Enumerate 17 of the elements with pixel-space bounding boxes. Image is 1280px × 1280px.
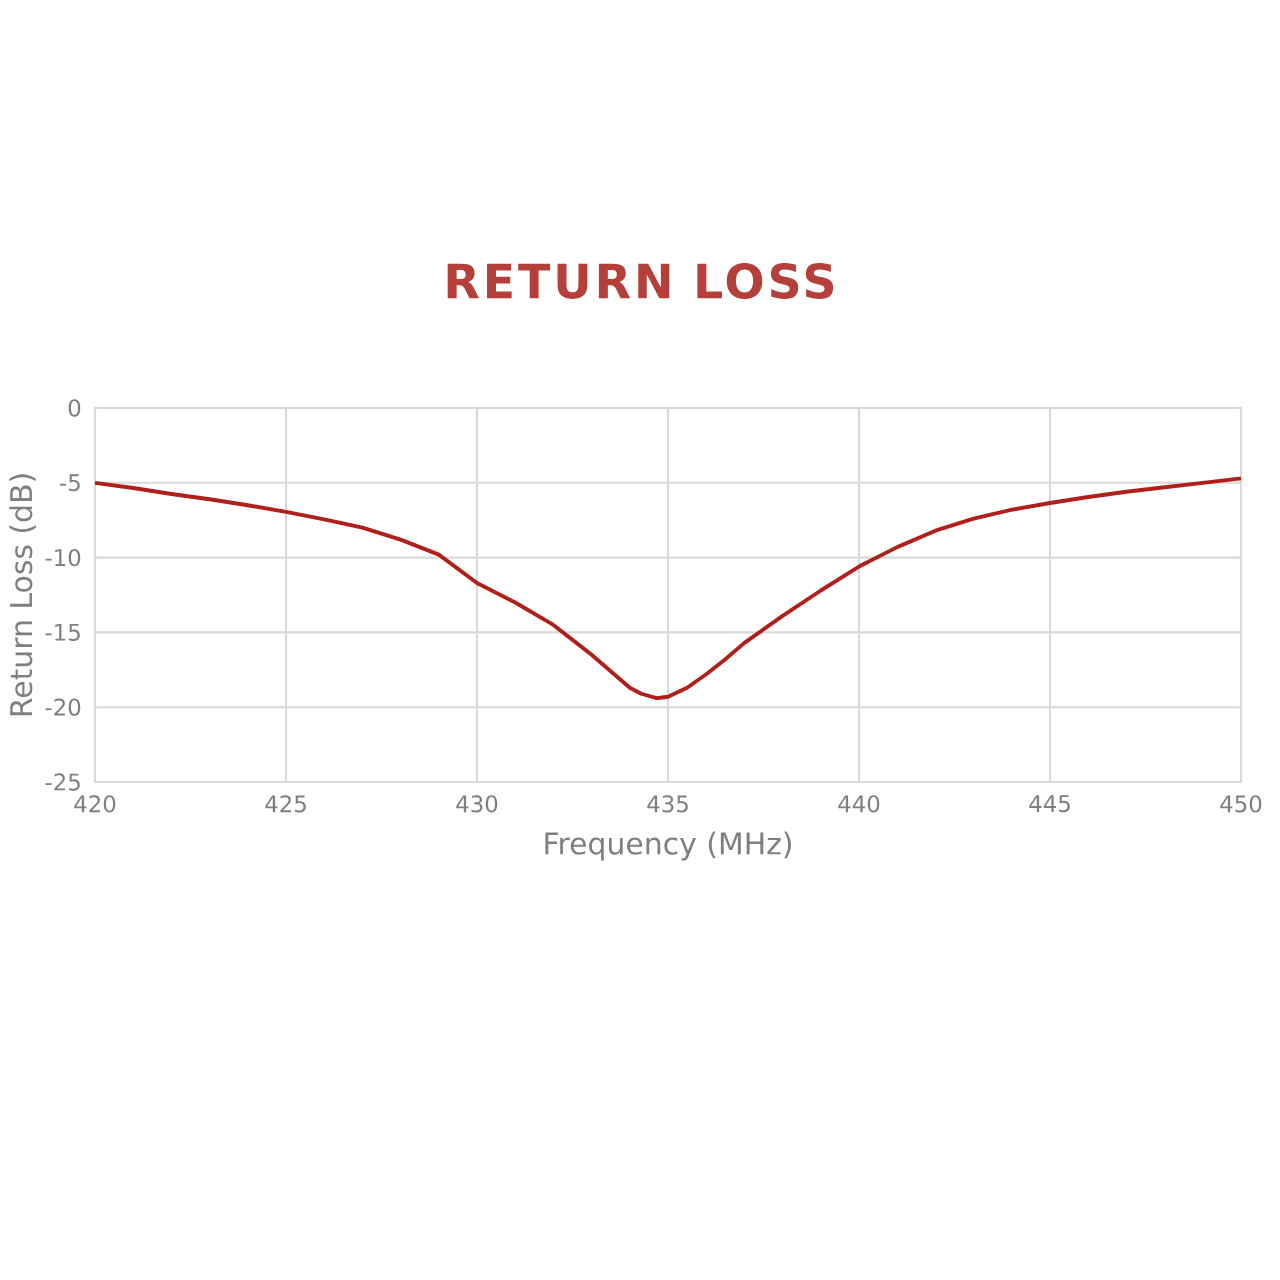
chart-title: RETURN LOSS	[447, 263, 834, 299]
x-tick-label: 445	[1029, 795, 1070, 813]
y-tick-label: -5	[60, 474, 80, 492]
x-tick-label: 430	[456, 795, 498, 813]
y-tick-label: -20	[45, 698, 81, 716]
x-axis-title: Frequency (MHz)	[545, 831, 791, 861]
x-tick-label: 450	[1220, 795, 1262, 813]
x-tick-label: 440	[838, 795, 880, 813]
y-axis-title: Return Loss (dB)	[9, 474, 36, 716]
y-tick-label: -15	[45, 623, 80, 641]
y-tick-label: 0	[68, 399, 81, 417]
y-tick-label: -10	[45, 548, 81, 567]
x-tick-label: 420	[74, 795, 116, 813]
x-tick-label: 425	[265, 795, 306, 813]
y-tick-label: -25	[45, 773, 80, 791]
x-tick-label: 435	[647, 795, 688, 813]
line-series	[95, 476, 1242, 701]
